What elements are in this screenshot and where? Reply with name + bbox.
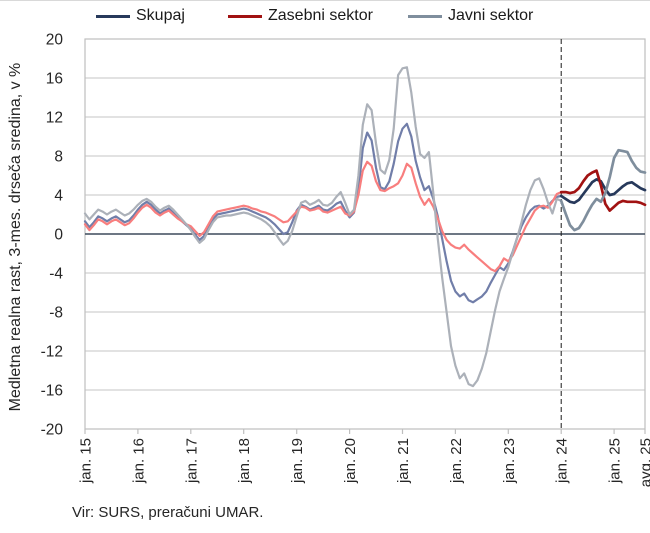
y-tick-label: 20 [46,32,64,49]
x-tick-label: jan. 15 [78,438,95,484]
x-tick-label: jan. 24 [554,438,571,484]
x-tick-label: jan. 20 [342,438,359,484]
x-tick-label: jan. 18 [236,438,253,484]
x-tick-label: jan. 25 [607,438,624,484]
y-tick-label: 4 [54,188,63,205]
x-tick-label: jan. 16 [130,438,147,484]
x-tick-label: jan. 22 [448,438,465,484]
source-note: Vir: SURS, preračuni UMAR. [72,504,263,521]
x-tick-label: avg. 25 [638,438,650,487]
y-tick-label: -4 [49,266,63,283]
x-tick-label: jan. 19 [289,438,306,484]
x-tick-label: jan. 23 [501,438,518,484]
y-tick-label: -16 [41,383,63,400]
y-tick-label: -8 [49,305,63,322]
y-tick-label: -12 [41,344,63,361]
y-tick-label: 12 [46,110,63,127]
series-line-history-zasebni-sektor [85,162,561,271]
x-tick-label: jan. 17 [183,438,200,484]
y-tick-label: -20 [41,422,64,439]
x-tick-label: jan. 21 [395,438,412,484]
y-tick-label: 8 [54,149,63,166]
y-tick-label: 16 [46,71,63,88]
series-line-recent-zasebni-sektor [561,171,645,211]
y-tick-label: 0 [54,227,63,244]
series-line-history-javni-sektor [85,67,561,386]
